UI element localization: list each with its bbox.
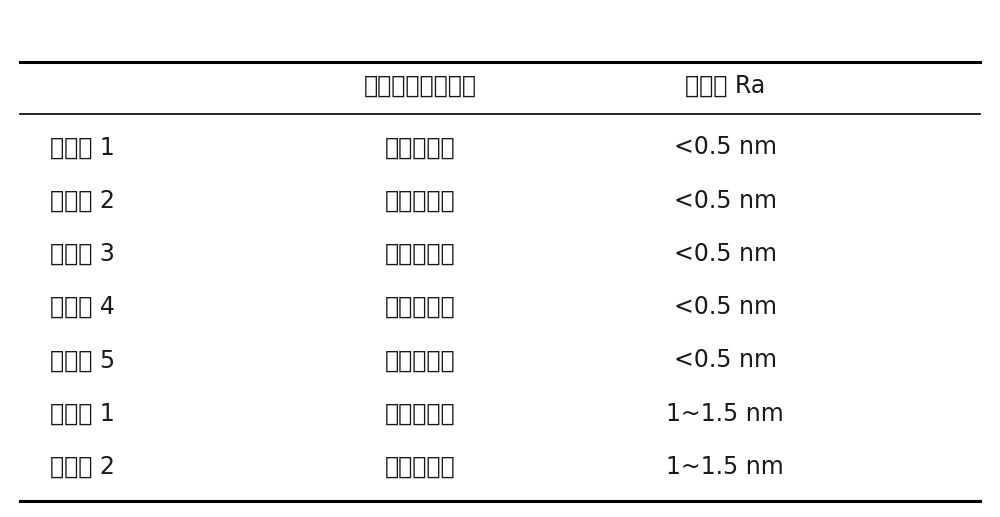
Text: 实施例 1: 实施例 1 <box>50 135 115 159</box>
Text: <0.5 nm: <0.5 nm <box>674 242 776 266</box>
Text: 实施例 4: 实施例 4 <box>50 295 115 319</box>
Text: 基本无残留: 基本无残留 <box>385 348 455 372</box>
Text: 实施例 5: 实施例 5 <box>50 348 115 372</box>
Text: 基本无残留: 基本无残留 <box>385 189 455 212</box>
Text: <0.5 nm: <0.5 nm <box>674 189 776 212</box>
Text: 有部分残留: 有部分残留 <box>385 402 455 425</box>
Text: 基本无残留: 基本无残留 <box>385 242 455 266</box>
Text: <0.5 nm: <0.5 nm <box>674 135 776 159</box>
Text: 1~1.5 nm: 1~1.5 nm <box>666 402 784 425</box>
Text: 实施例 3: 实施例 3 <box>50 242 115 266</box>
Text: 对比例 2: 对比例 2 <box>50 455 115 479</box>
Text: 基本无残留: 基本无残留 <box>385 295 455 319</box>
Text: 对比例 1: 对比例 1 <box>50 402 115 425</box>
Text: 有部分残留: 有部分残留 <box>385 455 455 479</box>
Text: <0.5 nm: <0.5 nm <box>674 295 776 319</box>
Text: 粗糙度 Ra: 粗糙度 Ra <box>685 73 765 97</box>
Text: 1~1.5 nm: 1~1.5 nm <box>666 455 784 479</box>
Text: 实施例 2: 实施例 2 <box>50 189 115 212</box>
Text: <0.5 nm: <0.5 nm <box>674 348 776 372</box>
Text: 光学胶的残留情况: 光学胶的残留情况 <box>364 73 477 97</box>
Text: 基本无残留: 基本无残留 <box>385 135 455 159</box>
